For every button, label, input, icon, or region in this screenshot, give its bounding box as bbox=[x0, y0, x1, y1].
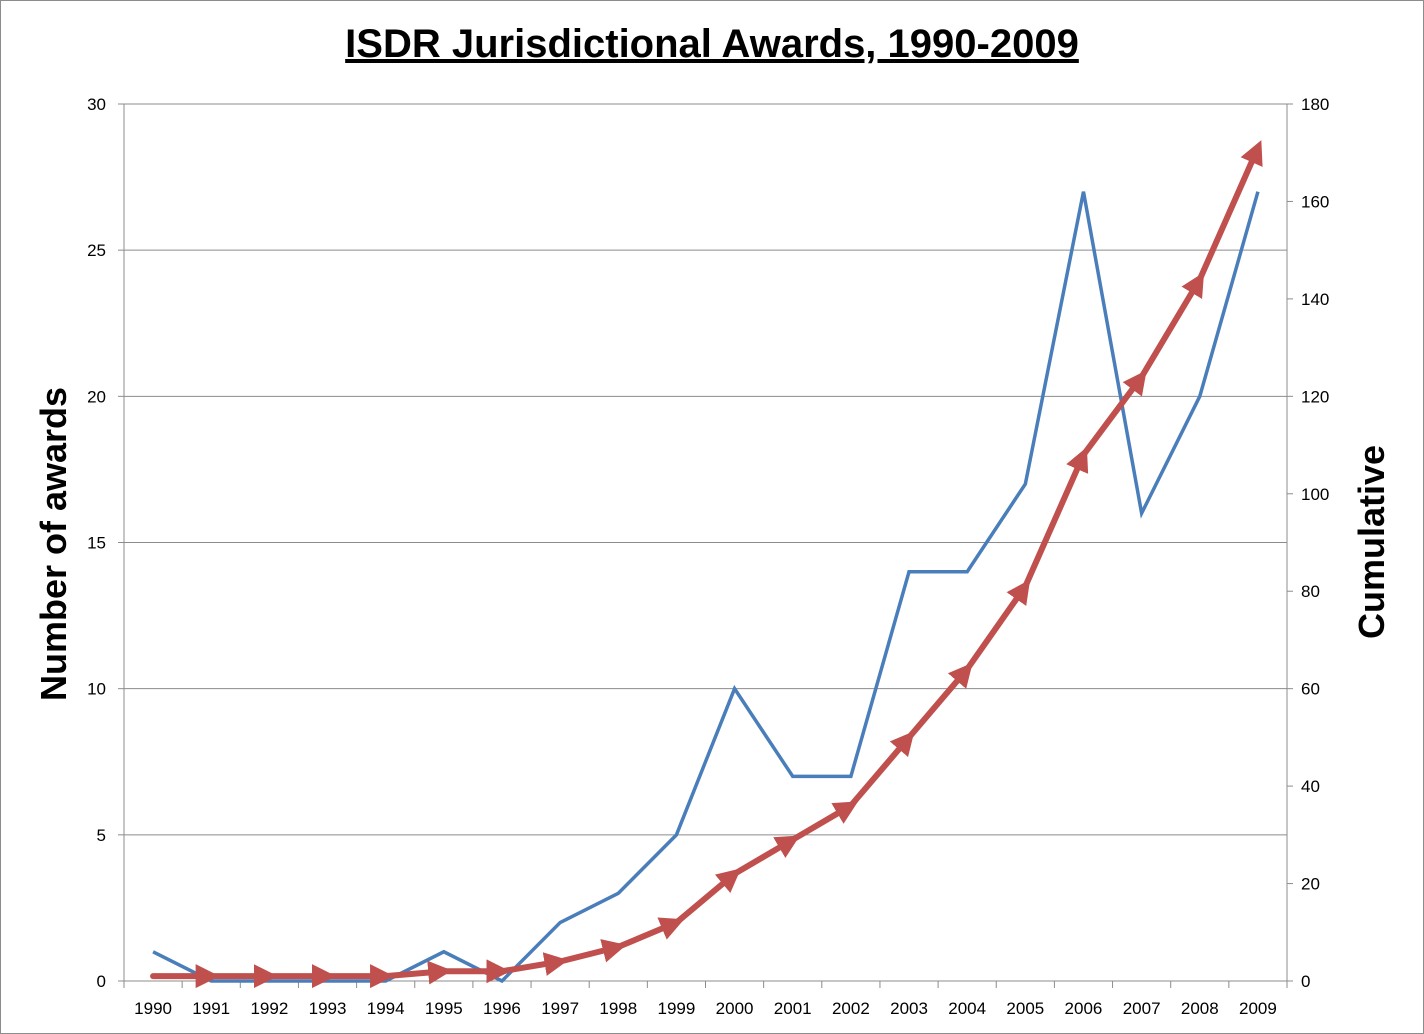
y-tick-label: 0 bbox=[97, 972, 106, 991]
y2-tick-label: 60 bbox=[1301, 680, 1320, 699]
y2-tick-label: 20 bbox=[1301, 875, 1320, 894]
series-segment bbox=[1138, 272, 1205, 380]
y2-tick-label: 140 bbox=[1301, 290, 1329, 309]
y-tick-label: 30 bbox=[87, 95, 106, 114]
y-tick-label: 15 bbox=[87, 534, 106, 553]
x-tick-label: 2007 bbox=[1123, 999, 1161, 1018]
y-tick-label: 10 bbox=[87, 680, 106, 699]
x-tick-label: 2009 bbox=[1239, 999, 1277, 1018]
x-tick-label: 2008 bbox=[1181, 999, 1219, 1018]
x-tick-label: 1990 bbox=[134, 999, 172, 1018]
y-tick-label: 5 bbox=[97, 826, 106, 845]
x-tick-label: 1997 bbox=[541, 999, 579, 1018]
x-tick-label: 1999 bbox=[658, 999, 696, 1018]
x-tick-label: 2000 bbox=[716, 999, 754, 1018]
series-segment bbox=[1196, 140, 1263, 283]
x-tick-label: 2004 bbox=[948, 999, 986, 1018]
series-segment bbox=[382, 960, 453, 985]
x-tick-label: 1995 bbox=[425, 999, 463, 1018]
x-tick-label: 2005 bbox=[1006, 999, 1044, 1018]
y2-tick-label: 180 bbox=[1301, 95, 1329, 114]
series-segment bbox=[557, 939, 627, 965]
y2-tick-label: 40 bbox=[1301, 777, 1320, 796]
y2-tick-label: 0 bbox=[1301, 972, 1310, 991]
x-tick-label: 2003 bbox=[890, 999, 928, 1018]
series-annual bbox=[152, 191, 1260, 984]
y2-tick-label: 160 bbox=[1301, 192, 1329, 211]
series-segment bbox=[673, 868, 742, 926]
y2-tick-label: 80 bbox=[1301, 582, 1320, 601]
chart-title: ISDR Jurisdictional Awards, 1990-2009 bbox=[345, 22, 1079, 66]
y-tick-label: 25 bbox=[87, 241, 106, 260]
x-tick-label: 1992 bbox=[250, 999, 288, 1018]
x-tick-label: 1996 bbox=[483, 999, 521, 1018]
series-segment bbox=[847, 730, 915, 809]
x-tick-label: 1994 bbox=[367, 999, 405, 1018]
x-tick-label: 1998 bbox=[599, 999, 637, 1018]
series-segment bbox=[789, 801, 859, 843]
y2-tick-label: 100 bbox=[1301, 485, 1329, 504]
x-tick-label: 2002 bbox=[832, 999, 870, 1018]
series-segment bbox=[1022, 447, 1089, 590]
x-tick-label: 2006 bbox=[1065, 999, 1103, 1018]
series-cumulative bbox=[150, 140, 1263, 989]
series-segment bbox=[615, 917, 685, 950]
series-segment bbox=[731, 835, 800, 877]
series-segment bbox=[906, 662, 973, 741]
series-segment bbox=[1080, 370, 1147, 458]
y-tick-label: 20 bbox=[87, 387, 106, 406]
series-segment bbox=[964, 579, 1031, 673]
x-tick-label: 1993 bbox=[309, 999, 347, 1018]
x-tick-label: 1991 bbox=[192, 999, 230, 1018]
x-tick-label: 2001 bbox=[774, 999, 812, 1018]
series-segment bbox=[498, 952, 569, 976]
y2-tick-label: 120 bbox=[1301, 387, 1329, 406]
